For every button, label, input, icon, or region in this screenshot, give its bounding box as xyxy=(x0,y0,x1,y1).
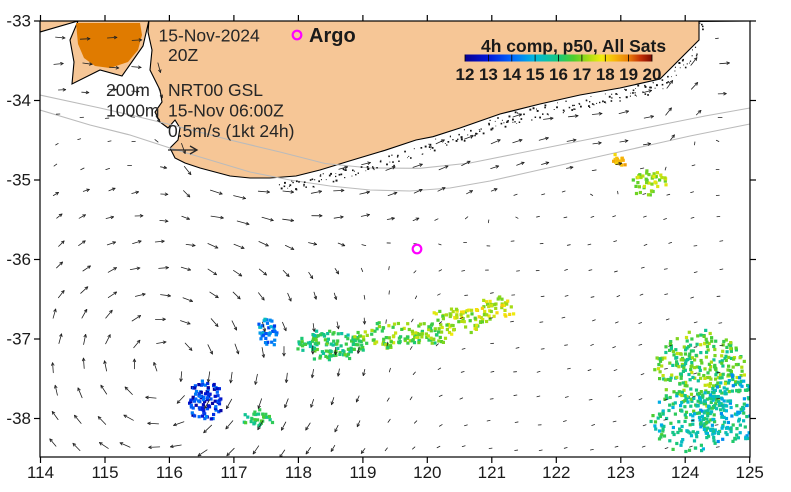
svg-text:NRT00 GSL: NRT00 GSL xyxy=(168,80,263,100)
svg-text:121: 121 xyxy=(478,463,506,482)
svg-text:12: 12 xyxy=(456,65,475,84)
svg-text:124: 124 xyxy=(671,463,699,482)
svg-text:19: 19 xyxy=(619,65,638,84)
svg-text:123: 123 xyxy=(607,463,635,482)
svg-text:15-Nov 06:00Z: 15-Nov 06:00Z xyxy=(168,101,284,121)
svg-text:4h comp, p50, All Sats: 4h comp, p50, All Sats xyxy=(481,36,666,56)
svg-text:0.5m/s (1kt 24h): 0.5m/s (1kt 24h) xyxy=(168,121,294,141)
svg-text:-37: -37 xyxy=(6,330,31,349)
svg-text:119: 119 xyxy=(349,463,376,482)
svg-text:14: 14 xyxy=(502,65,521,84)
svg-text:-34: -34 xyxy=(6,91,31,110)
svg-text:117: 117 xyxy=(220,463,247,482)
svg-text:-33: -33 xyxy=(6,12,31,31)
svg-text:15-Nov-2024: 15-Nov-2024 xyxy=(159,26,260,46)
svg-text:122: 122 xyxy=(542,463,570,482)
svg-text:118: 118 xyxy=(285,463,312,482)
svg-text:20Z: 20Z xyxy=(168,45,198,65)
svg-text:125: 125 xyxy=(736,463,764,482)
svg-text:120: 120 xyxy=(413,463,441,482)
svg-text:116: 116 xyxy=(156,463,183,482)
svg-text:15: 15 xyxy=(526,65,545,84)
svg-text:17: 17 xyxy=(572,65,591,84)
svg-text:115: 115 xyxy=(91,463,118,482)
svg-text:16: 16 xyxy=(549,65,568,84)
svg-text:-38: -38 xyxy=(6,409,31,428)
svg-text:-35: -35 xyxy=(6,171,31,190)
svg-text:Argo: Argo xyxy=(309,25,356,47)
svg-text:200m: 200m xyxy=(106,80,150,100)
svg-text:13: 13 xyxy=(479,65,498,84)
svg-text:18: 18 xyxy=(596,65,615,84)
svg-text:114: 114 xyxy=(27,463,54,482)
svg-text:20: 20 xyxy=(643,65,662,84)
svg-text:-36: -36 xyxy=(6,250,31,269)
svg-text:1000m: 1000m xyxy=(106,101,160,121)
